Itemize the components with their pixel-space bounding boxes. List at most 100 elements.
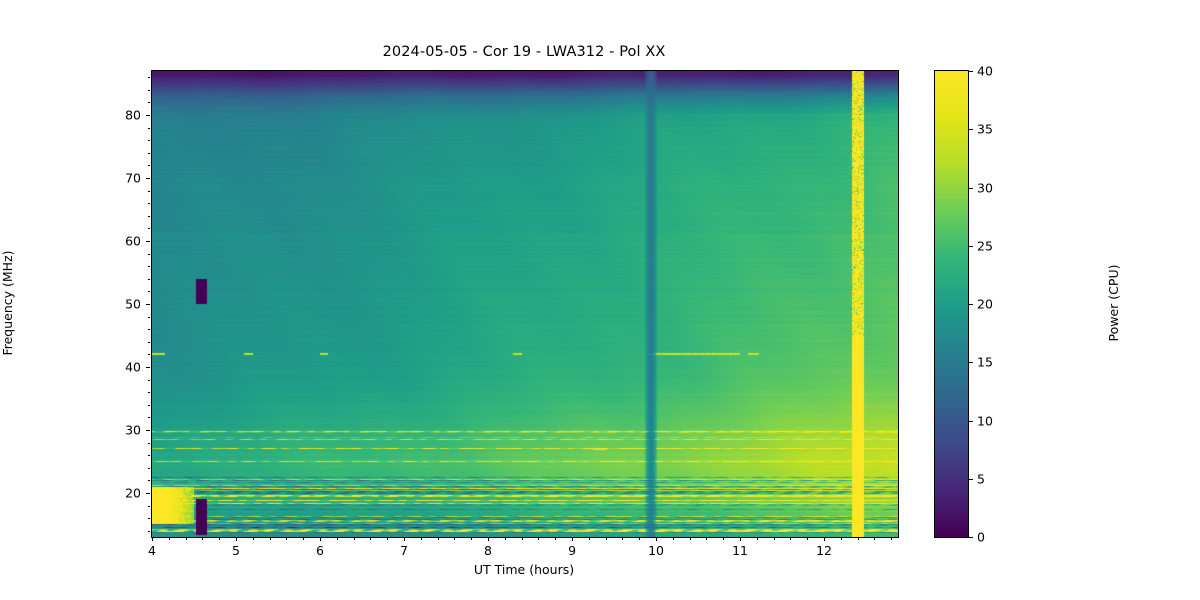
x-minor-tick — [185, 537, 187, 540]
spectrogram-image — [152, 71, 898, 537]
x-minor-tick — [639, 537, 641, 540]
y-major-tick — [146, 178, 150, 180]
y-minor-tick — [147, 291, 150, 293]
spectrogram-axes — [151, 70, 899, 538]
x-major-tick — [152, 537, 153, 541]
colorbar-tick — [969, 537, 973, 538]
x-tick-label: 4 — [148, 543, 156, 558]
y-minor-tick — [147, 505, 150, 507]
y-major-tick — [146, 115, 150, 117]
x-tick-label: 12 — [816, 543, 833, 558]
x-minor-tick — [857, 537, 859, 540]
y-minor-tick — [147, 455, 150, 457]
x-minor-tick — [370, 537, 372, 540]
x-minor-tick — [219, 537, 221, 540]
x-minor-tick — [303, 537, 305, 540]
y-minor-tick — [147, 417, 150, 419]
y-minor-tick — [147, 203, 150, 205]
y-tick-label: 70 — [125, 170, 141, 186]
y-tick-label: 40 — [125, 359, 141, 375]
y-minor-tick — [147, 77, 150, 79]
y-minor-tick — [147, 530, 150, 532]
colorbar-tick-label: 10 — [977, 413, 993, 428]
colorbar-gradient — [935, 71, 968, 537]
x-tick-label: 8 — [484, 543, 493, 558]
x-minor-tick — [588, 537, 590, 540]
x-minor-tick — [790, 537, 792, 540]
x-minor-tick — [387, 537, 389, 540]
x-minor-tick — [807, 537, 809, 540]
x-minor-tick — [891, 537, 893, 540]
y-tick-label: 50 — [125, 296, 141, 312]
y-minor-tick — [147, 404, 150, 406]
x-tick-label: 5 — [232, 543, 240, 558]
x-minor-tick — [555, 537, 557, 540]
y-minor-tick — [147, 253, 150, 255]
x-minor-tick — [353, 537, 355, 540]
x-minor-tick — [723, 537, 725, 540]
x-minor-tick — [538, 537, 540, 540]
x-tick-label: 6 — [316, 543, 324, 558]
y-minor-tick — [147, 354, 150, 356]
colorbar-label: Power (CPU) — [1106, 264, 1121, 342]
colorbar-axes — [934, 70, 969, 538]
colorbar-tick — [969, 245, 973, 247]
colorbar-tick-label: 35 — [977, 121, 993, 137]
x-minor-tick — [504, 537, 506, 540]
y-tick-label: 20 — [125, 485, 141, 501]
y-minor-tick — [147, 215, 150, 217]
x-minor-tick — [874, 537, 876, 540]
colorbar-tick-label: 5 — [977, 471, 985, 487]
x-minor-tick — [622, 537, 624, 540]
x-minor-tick — [420, 537, 422, 540]
x-minor-tick — [252, 537, 254, 540]
y-tick-label: 30 — [125, 422, 141, 438]
x-minor-tick — [689, 537, 691, 540]
x-tick-label: 10 — [648, 543, 664, 558]
x-minor-tick — [168, 537, 170, 540]
y-axis-label: Frequency (MHz) — [0, 250, 15, 356]
colorbar-tick — [969, 71, 973, 72]
y-minor-tick — [147, 165, 150, 167]
colorbar-tick-label: 20 — [977, 296, 993, 312]
y-minor-tick — [147, 140, 150, 142]
x-minor-tick — [202, 537, 204, 540]
x-major-tick — [404, 537, 406, 541]
x-major-tick — [656, 537, 658, 541]
x-major-tick — [572, 537, 574, 541]
colorbar-tick — [969, 362, 973, 364]
x-minor-tick — [269, 537, 271, 540]
y-minor-tick — [147, 266, 150, 268]
colorbar-tick — [969, 129, 973, 131]
colorbar-tick — [969, 478, 973, 480]
y-minor-tick — [147, 89, 150, 91]
y-major-tick — [146, 429, 150, 431]
y-minor-tick — [147, 316, 150, 318]
colorbar-tick — [969, 304, 973, 305]
x-major-tick — [488, 537, 490, 541]
x-minor-tick — [437, 537, 439, 540]
y-minor-tick — [147, 152, 150, 154]
colorbar-tick — [969, 187, 973, 189]
colorbar-tick-label: 30 — [977, 180, 993, 195]
x-minor-tick — [521, 537, 523, 540]
x-minor-tick — [756, 537, 758, 540]
y-minor-tick — [147, 341, 150, 343]
x-minor-tick — [336, 537, 338, 540]
y-minor-tick — [147, 102, 150, 104]
page-title: 2024-05-05 - Cor 19 - LWA312 - Pol XX — [382, 44, 666, 60]
x-tick-label: 9 — [568, 543, 577, 558]
y-minor-tick — [147, 127, 150, 129]
y-minor-tick — [147, 442, 150, 444]
y-minor-tick — [147, 518, 150, 520]
colorbar-tick-label: 25 — [977, 238, 993, 254]
colorbar-tick — [969, 420, 973, 422]
x-minor-tick — [454, 537, 456, 540]
y-major-tick — [146, 304, 150, 305]
y-major-tick — [146, 492, 150, 494]
y-minor-tick — [147, 379, 150, 381]
y-minor-tick — [147, 329, 150, 331]
x-minor-tick — [471, 537, 473, 540]
x-minor-tick — [840, 537, 842, 540]
